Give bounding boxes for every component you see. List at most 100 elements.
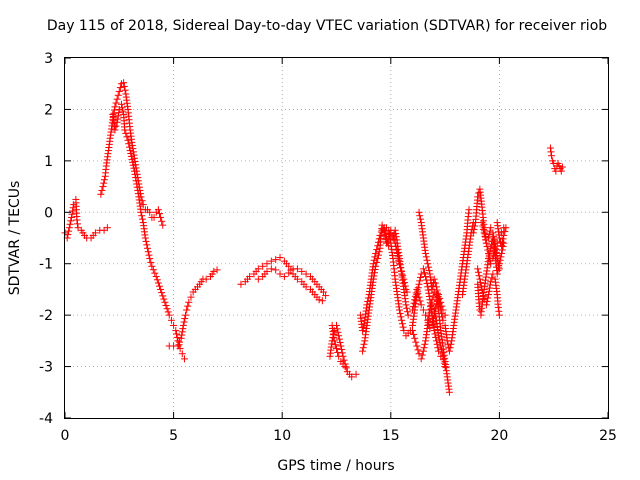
data-point [414,289,422,297]
data-point [557,167,565,175]
data-point [498,238,506,246]
data-point [441,363,449,371]
data-point [132,174,140,182]
data-point [485,234,493,242]
data-point [144,244,152,252]
data-point [180,355,188,363]
data-point [420,269,428,277]
data-point [476,306,484,314]
data-point [132,177,140,185]
data-point [437,309,445,317]
data-point [416,277,424,285]
data-point [436,339,444,347]
data-point [558,163,566,171]
data-point [431,309,439,317]
data-point [134,186,142,194]
data-point [411,296,419,304]
data-point [117,100,125,108]
data-point [478,219,486,227]
data-point [178,350,186,358]
data-point [434,293,442,300]
axis-ticks [64,57,609,419]
data-point [272,266,280,274]
y-tick-label: -1 [39,257,53,273]
data-point [372,249,380,257]
data-point [392,233,400,241]
data-point [359,347,367,355]
data-point [176,338,184,346]
data-point [422,311,430,319]
data-point [445,388,453,396]
data-point [172,330,180,338]
data-point [495,265,503,273]
data-point [259,262,267,270]
data-point [293,275,301,283]
data-point [154,206,162,214]
data-point [162,302,170,309]
data-point [546,144,554,152]
data-point [432,313,440,321]
data-point [376,231,384,239]
data-point [403,304,411,312]
data-point [479,292,487,300]
data-point [419,347,427,355]
data-point [474,265,482,273]
data-point [402,301,410,309]
data-point [159,292,167,300]
data-point [483,297,491,305]
data-point [341,363,349,371]
data-point [139,201,147,209]
data-point [184,302,192,310]
data-point [382,234,390,242]
data-point [494,267,502,275]
data-point [394,253,402,261]
data-point [66,220,74,228]
data-point [435,299,443,307]
data-point [267,257,275,265]
data-point [482,239,490,247]
data-point [433,286,441,294]
data-point [130,164,138,172]
data-point [272,256,280,264]
data-point [100,176,108,184]
y-tick-label: -3 [39,360,53,376]
data-point [483,243,491,251]
data-point [151,269,159,277]
data-point [427,303,435,311]
data-point [178,328,186,336]
data-point [441,311,449,319]
data-point [486,284,494,292]
data-point [387,229,395,237]
data-point [73,220,81,228]
data-point [276,270,284,278]
data-point [113,95,121,103]
data-point [142,237,150,245]
x-tick-label: 5 [169,428,178,444]
data-point [276,254,284,262]
data-point [147,258,155,266]
data-point [138,212,146,220]
data-point [482,301,490,309]
data-point [64,231,72,239]
data-point [115,109,123,117]
data-point [126,147,134,155]
data-point [445,347,453,355]
data-point [302,283,310,291]
data-point [470,225,478,233]
x-tick-label: 10 [273,428,291,444]
data-point [158,217,166,225]
data-point [263,267,271,275]
data-point [114,112,122,120]
data-point [164,308,172,316]
data-point [371,253,379,261]
data-point [486,248,494,256]
data-point [432,337,440,345]
data-point [128,155,136,163]
chart-title: Day 115 of 2018, Sidereal Day-to-day VTE… [47,18,607,34]
data-point [110,106,118,114]
data-point [500,231,508,239]
data-point [489,270,497,278]
data-point [495,307,503,315]
data-point [429,292,437,300]
data-point [374,255,382,263]
